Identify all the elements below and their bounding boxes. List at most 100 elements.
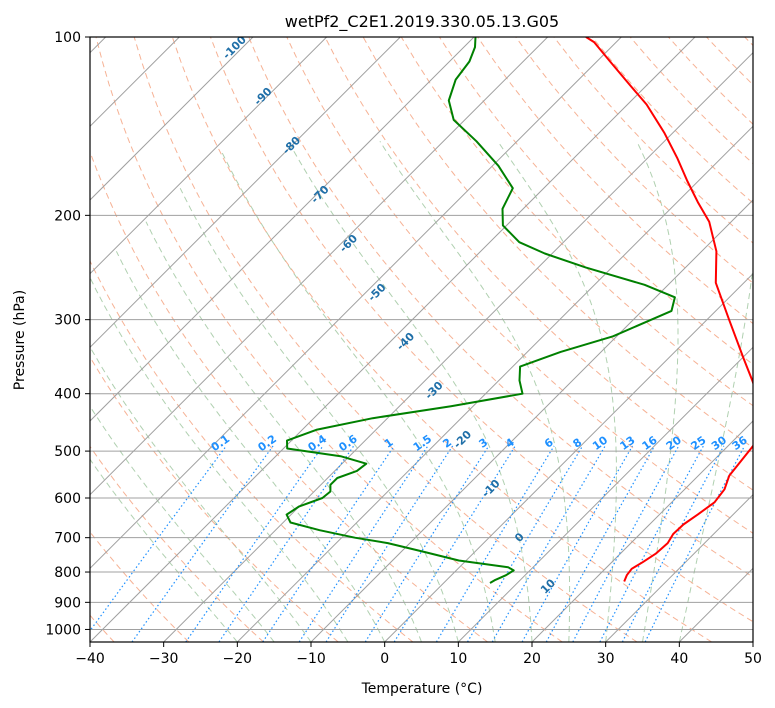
mixing-ratio-label: 16 xyxy=(640,433,660,453)
dry-adiabat xyxy=(95,37,563,642)
mixing-ratio-line xyxy=(644,445,746,642)
mixing-ratio-label: 36 xyxy=(730,433,750,453)
moist-adiabat xyxy=(90,277,349,642)
isotherm-label: -30 xyxy=(422,379,445,402)
isotherm-label: -50 xyxy=(365,281,388,304)
mixing-ratio-line xyxy=(621,445,725,642)
y-tick-label: 500 xyxy=(54,444,81,460)
x-tick-label: 20 xyxy=(523,651,541,667)
dry-adiabat xyxy=(90,445,264,642)
x-tick-label: 30 xyxy=(597,651,615,667)
x-tick-label: −30 xyxy=(149,651,179,667)
isotherm-label: -70 xyxy=(308,183,331,206)
mixing-ratio-line xyxy=(599,445,704,642)
mixing-ratio-label: 6 xyxy=(542,436,556,451)
mixing-ratio-line xyxy=(466,445,584,642)
mixing-ratio-line xyxy=(393,445,516,642)
isotherm-line xyxy=(457,346,753,642)
moist-adiabat xyxy=(90,405,275,642)
dry-adiabat xyxy=(133,37,638,642)
moist-adiabat xyxy=(379,141,571,642)
isotherm-label: 10 xyxy=(538,576,558,596)
isotherm-line xyxy=(310,199,753,642)
mixing-ratio-line xyxy=(90,445,227,632)
mixing-ratio-label: 8 xyxy=(571,436,585,451)
y-axis: 100 200 300 400 500 600 700 800 900 1000 xyxy=(45,30,90,638)
mixing-ratio-line xyxy=(298,445,429,642)
mixing-ratio-label: 30 xyxy=(709,433,729,453)
y-tick-label: 700 xyxy=(54,531,81,547)
moist-adiabat xyxy=(90,346,312,642)
x-tick-label: −20 xyxy=(223,651,253,667)
y-axis-label: Pressure (hPa) xyxy=(12,290,28,390)
isotherm-line xyxy=(90,37,254,201)
dry-adiabat xyxy=(744,37,753,47)
profiles xyxy=(285,37,753,584)
mixing-ratio-line xyxy=(435,445,555,642)
mixing-ratio-line xyxy=(262,445,395,642)
mixing-ratio-label: 1 xyxy=(382,436,396,451)
mixing-ratio-line xyxy=(185,445,324,642)
dry-adiabat xyxy=(90,356,339,642)
dry-adiabat xyxy=(210,37,753,623)
mixing-ratio-line xyxy=(325,445,454,642)
isotherm-label: -20 xyxy=(451,428,474,451)
y-tick-label: 100 xyxy=(54,30,81,46)
temperature-profile xyxy=(585,37,753,582)
y-tick-label: 800 xyxy=(54,565,81,581)
mixing-ratio-line xyxy=(545,445,656,642)
dry-adiabat xyxy=(171,37,712,642)
axes-frame xyxy=(89,36,754,643)
mixing-ratio-line xyxy=(572,445,680,642)
moist-adiabat xyxy=(115,251,386,642)
dry-adiabat xyxy=(90,259,414,642)
isotherm-line xyxy=(90,37,622,570)
dewpoint-profile xyxy=(285,37,676,584)
x-axis-label: Temperature (°C) xyxy=(361,681,483,697)
dry-adiabat xyxy=(591,37,753,204)
x-tick-label: 10 xyxy=(449,651,467,667)
isotherm-label: -60 xyxy=(337,232,360,255)
mixing-ratio-label: 25 xyxy=(689,433,709,452)
chart-title: wetPf2_C2E1.2019.330.05.13.G05 xyxy=(285,12,559,32)
isotherm-line xyxy=(90,37,696,642)
isotherm-label: -10 xyxy=(479,477,502,500)
dry-adiabat xyxy=(248,37,753,578)
mixing-ratio-lines xyxy=(90,445,746,642)
isotherm-label: -40 xyxy=(394,330,417,353)
moist-adiabat xyxy=(636,141,679,642)
mixing-ratio-line xyxy=(131,445,274,642)
isotherm-line xyxy=(384,272,753,642)
isotherm-line xyxy=(236,125,753,642)
moist-adiabats xyxy=(90,141,753,642)
isobars xyxy=(90,37,753,630)
x-axis: −40 −30 −20 −10 0 10 20 30 40 50 xyxy=(75,642,762,667)
y-tick-label: 400 xyxy=(54,387,81,403)
isotherm-line xyxy=(90,37,475,422)
moist-adiabat xyxy=(678,264,753,642)
dry-adiabat xyxy=(553,37,753,244)
y-tick-label: 200 xyxy=(54,208,81,224)
isotherm-line xyxy=(678,567,753,642)
mixing-ratio-line xyxy=(364,445,490,642)
isotherm-line xyxy=(90,37,401,349)
isotherm-line xyxy=(90,37,328,275)
y-tick-label: 1000 xyxy=(45,622,81,638)
dry-adiabat xyxy=(324,37,753,491)
dry-adiabat xyxy=(286,37,753,534)
mixing-ratio-label: 13 xyxy=(617,434,637,453)
y-tick-label: 600 xyxy=(54,491,81,507)
y-tick-label: 900 xyxy=(54,595,81,611)
moist-adiabat xyxy=(145,221,422,642)
y-tick-label: 300 xyxy=(54,313,81,329)
moist-adiabat xyxy=(90,458,238,642)
x-tick-label: 50 xyxy=(744,651,762,667)
x-tick-label: −10 xyxy=(296,651,326,667)
isotherm-line xyxy=(90,37,549,496)
x-tick-label: 40 xyxy=(670,651,688,667)
mixing-ratio-label: 20 xyxy=(664,433,684,453)
isotherms xyxy=(90,37,753,642)
mixing-ratio-label: 10 xyxy=(590,433,610,453)
dry-adiabat xyxy=(515,37,753,284)
